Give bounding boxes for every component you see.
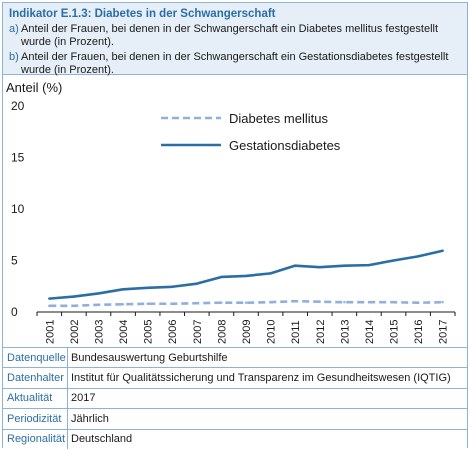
legend-label: Diabetes mellitus [229,111,328,126]
data-point [367,263,371,267]
x-tick-label: 2014 [364,320,376,344]
data-point [367,301,371,304]
x-tick-label: 2007 [192,320,204,344]
meta-row-datenhalter: Datenhalter Institut für Qualitätssicher… [3,367,467,388]
meta-row-regionalitaet: Regionalität Deutschland [3,428,467,449]
data-point [416,301,420,304]
series-line-gestationsdiabetes [49,249,443,300]
y-tick-label: 20 [11,99,25,113]
data-point [441,301,444,304]
data-point [441,249,444,252]
x-tick-label: 2012 [315,320,327,344]
data-point [72,304,76,308]
data-point [146,286,149,289]
meta-value: Jährlich [67,409,467,429]
x-tick-label: 2005 [143,320,155,344]
description-b-text: Anteil der Frauen, bei denen in der Schw… [21,51,449,76]
data-point [121,303,125,306]
x-tick-label: 2006 [167,320,179,344]
data-point [195,282,199,285]
indicator-title: Indikator E.1.3: Diabetes in der Schwang… [9,8,276,20]
meta-row-periodizitaet: Periodizität Jährlich [3,408,467,429]
data-point [171,302,174,305]
data-point [269,272,272,275]
x-tick-label: 2003 [93,320,105,344]
y-tick-label: 0 [11,305,18,319]
data-point [416,255,420,258]
data-point [269,301,272,304]
data-point [171,285,174,288]
x-tick-label: 2011 [290,320,302,344]
data-point [72,295,76,298]
data-point [48,304,51,308]
meta-row-datenquelle: Datenquelle Bundesauswertung Geburtshilf… [3,347,467,368]
data-point [97,303,100,306]
y-tick-label: 5 [11,254,18,268]
meta-label: Datenquelle [7,351,66,364]
meta-value: Institut für Qualitätssicherung und Tran… [67,368,467,388]
x-tick-label: 2013 [339,320,351,344]
data-point [195,302,199,305]
meta-row-aktualitaet: Aktualität 2017 [3,387,467,409]
meta-label: Datenhalter [7,372,64,385]
data-point [220,301,223,304]
meta-label: Periodizität [7,412,62,425]
x-tick-label: 2004 [118,320,130,344]
legend-label: Gestationsdiabetes [229,138,341,153]
data-point [244,301,248,304]
y-axis-label: Anteil (%) [6,80,62,95]
metadata-table: Datenquelle Bundesauswertung Geburtshilf… [3,347,467,449]
data-point [392,301,395,304]
x-tick-label: 2008 [216,320,228,344]
x-tick-label: 2017 [438,320,450,344]
data-point [121,288,125,291]
description-a-text: Anteil der Frauen, bei denen in der Schw… [21,23,439,48]
data-point [293,264,297,267]
x-tick-label: 2010 [266,320,278,344]
description-b-letter: b) [9,51,19,63]
meta-value: 2017 [67,388,467,409]
description-a-letter: a) [9,23,19,35]
data-point [343,264,346,267]
meta-label: Aktualität [7,392,53,405]
description-a: a) Anteil der Frauen, bei denen in der S… [9,23,461,49]
data-point [244,274,248,278]
data-point [293,299,297,303]
data-point [220,275,223,279]
description-b: b) Anteil der Frauen, bei denen in der S… [9,51,461,77]
data-point [392,259,395,262]
data-point [318,300,321,303]
meta-value: Deutschland [67,429,467,449]
y-tick-label: 10 [11,202,25,216]
indicator-header: Indikator E.1.3: Diabetes in der Schwang… [3,3,467,77]
data-point [318,265,321,269]
data-point [48,297,51,300]
chart-area: Anteil (%) 0 5 10 15 20 2001 2002 2003 2004 2005 20… [3,76,467,347]
meta-value: Bundesauswertung Geburtshilfe [67,348,467,368]
x-tick-label: 2001 [44,320,56,344]
data-point [97,292,100,295]
x-tick-label: 2002 [69,320,81,344]
data-point [343,301,346,304]
data-point [146,302,149,305]
x-tick-label: 2016 [413,320,425,344]
line-chart: Anteil (%) 0 5 10 15 20 2001 2002 2003 2004 2005 20… [6,80,456,344]
meta-label: Regionalität [7,433,66,446]
x-tick-label: 2009 [241,320,253,344]
y-tick-label: 15 [11,151,25,165]
x-tick-label: 2015 [389,320,401,344]
